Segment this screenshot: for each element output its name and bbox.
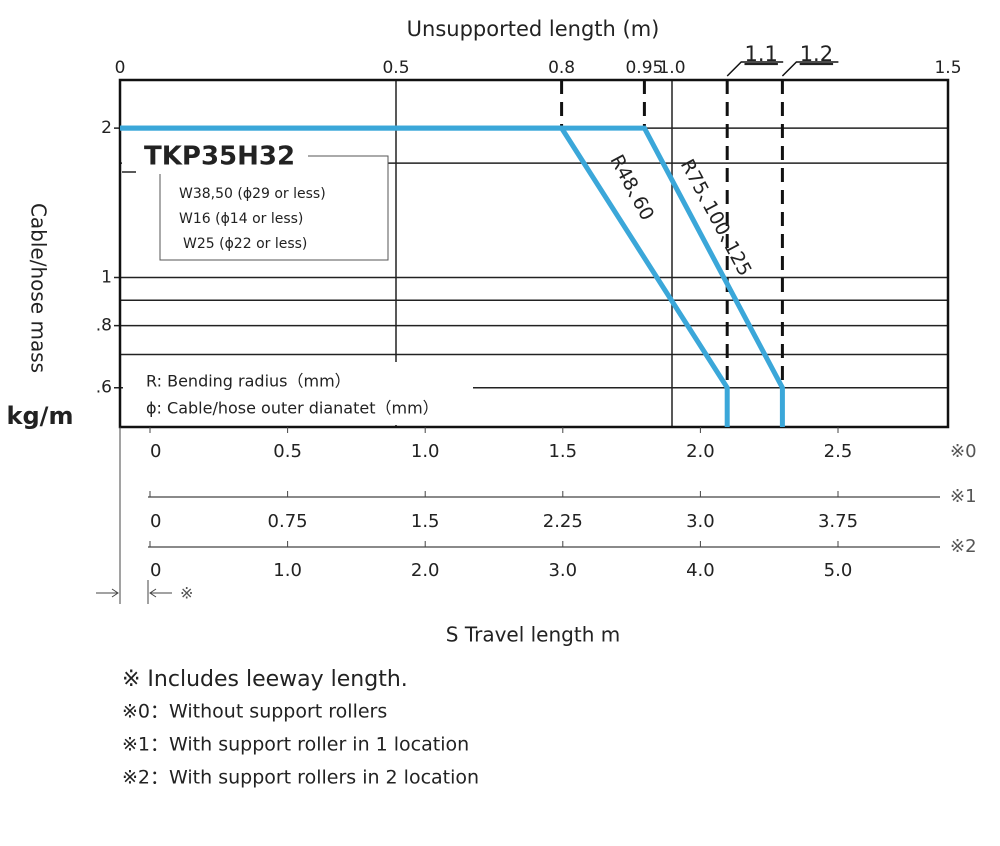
model-note: W38,50 (ϕ29 or less): [179, 186, 326, 202]
travel-tick-label: 1.5: [548, 441, 577, 462]
model-note: W25 (ϕ22 or less): [183, 236, 307, 252]
travel-tick-label: 1.5: [411, 511, 440, 532]
travel-tick-label: 1.0: [411, 441, 440, 462]
label-arrow: [781, 61, 839, 77]
series-line: [120, 125, 785, 427]
model-note: W16 (ϕ14 or less): [179, 211, 303, 227]
travel-tick-label: 3.0: [686, 511, 715, 532]
travel-tick-label: 2.5: [824, 441, 853, 462]
travel-axis-marker: ※1: [950, 486, 977, 507]
y-unit: kg/m: [7, 402, 74, 430]
x-tick-label: 0.8: [548, 58, 575, 78]
travel-tick-label: 5.0: [824, 560, 853, 581]
x-axis-label: S Travel length m: [446, 623, 620, 647]
travel-tick-label: 4.0: [686, 560, 715, 581]
y-tick-label: .6: [96, 378, 112, 398]
x-tick-label: 0.5: [382, 58, 409, 78]
travel-tick-label: 3.0: [548, 560, 577, 581]
travel-axis-marker: ※0: [950, 441, 977, 462]
travel-tick-label: 0.75: [268, 511, 308, 532]
footnote: ※1：With support roller in 1 location: [122, 734, 469, 756]
travel-tick-label: 1.0: [273, 560, 302, 581]
footnote: ※0：Without support rollers: [122, 701, 387, 723]
travel-tick-label: 2.0: [411, 560, 440, 581]
note: ϕ: Cable/hose outer dianatet（mm）: [146, 399, 439, 418]
model-name: TKP35H32: [144, 142, 295, 172]
x-tick-label: 0.95: [625, 58, 663, 78]
travel-tick-label: 2.0: [686, 441, 715, 462]
plot-frame: [118, 78, 950, 429]
travel-axis-marker: ※2: [950, 536, 977, 557]
x-tick-label: 0: [115, 58, 126, 78]
y-tick-label: 2: [101, 118, 112, 138]
travel-tick-label: 3.75: [818, 511, 858, 532]
notes-panel: [123, 362, 473, 425]
travel-tick-label: 0: [150, 511, 161, 532]
x-tick-label: 1.0: [658, 58, 685, 78]
model-label-bg: [122, 140, 310, 174]
travel-tick-label: 0: [150, 441, 161, 462]
leeway-arrow: [96, 588, 172, 598]
x-tick-label: 1.5: [934, 58, 961, 78]
travel-tick-label: 0.5: [273, 441, 302, 462]
y-axis-label: Cable/hose mass: [27, 203, 51, 373]
label-arrow: [726, 61, 784, 77]
y-tick-label: 1: [101, 268, 112, 288]
leeway-marker: ※: [180, 584, 193, 603]
travel-tick-label: 2.25: [543, 511, 583, 532]
chart-title: Unsupported length (m): [407, 17, 660, 41]
footnote: ※2：With support rollers in 2 location: [122, 767, 479, 789]
y-tick-label: .8: [96, 316, 112, 336]
travel-tick-label: 0: [150, 560, 161, 581]
note: R: Bending radius（mm）: [146, 372, 351, 391]
footnote: ※ Includes leeway length.: [122, 667, 408, 692]
